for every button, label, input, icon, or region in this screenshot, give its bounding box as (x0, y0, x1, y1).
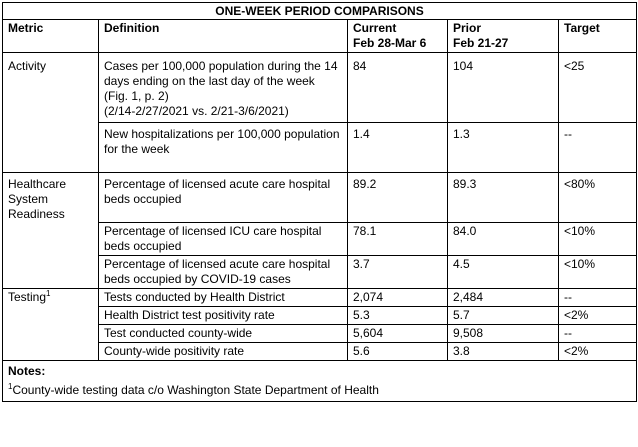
header-prior-range: Feb 21-27 (453, 36, 509, 50)
target-value: -- (557, 122, 638, 173)
table-title: ONE-WEEK PERIOD COMPARISONS (1, 2, 638, 20)
definition-cell: Percentage of licensed ICU care hospital… (98, 222, 348, 256)
header-definition: Definition (98, 19, 348, 53)
current-value: 2,074 (347, 288, 448, 307)
target-value: <80% (557, 172, 638, 223)
target-value: <10% (557, 255, 638, 289)
prior-value: 89.3 (447, 172, 559, 223)
table-row: Percentage of licensed acute care hospit… (3, 255, 638, 289)
current-value: 1.4 (347, 122, 448, 173)
prior-value: 2,484 (447, 288, 559, 307)
header-current-label: Current (353, 21, 397, 35)
definition-cell: Health District test positivity rate (98, 306, 348, 325)
current-value: 89.2 (347, 172, 448, 223)
table-row: Activity Cases per 100,000 population du… (2, 52, 638, 173)
target-value: -- (557, 324, 638, 343)
section-label-activity: Activity (2, 52, 99, 173)
notes-heading: Notes: (8, 364, 46, 378)
notes-row: Notes: 1County-wide testing data c/o Was… (1, 360, 638, 402)
prior-value: 84.0 (447, 222, 559, 256)
current-value: 84 (347, 52, 448, 123)
target-value: -- (557, 288, 638, 307)
target-value: <25 (557, 52, 638, 123)
prior-value: 3.8 (447, 342, 559, 361)
footnote: 1County-wide testing data c/o Washington… (8, 383, 631, 398)
definition-cell: Percentage of licensed acute care hospit… (98, 255, 348, 289)
table-row: Percentage of licensed ICU care hospital… (3, 222, 638, 256)
testing-label: Testing (8, 290, 47, 304)
prior-value: 104 (447, 52, 559, 123)
target-value: <2% (557, 306, 638, 325)
target-value: <10% (557, 222, 638, 256)
footnote-marker: 1 (46, 289, 51, 298)
table-row: Healthcare System Readiness Percentage o… (2, 172, 638, 289)
header-prior-label: Prior (453, 21, 482, 35)
current-value: 3.7 (347, 255, 448, 289)
header-target: Target (557, 19, 638, 53)
table-row: Testing1 Tests conducted by Health Distr… (2, 288, 638, 361)
prior-value: 5.7 (447, 306, 559, 325)
prior-value: 4.5 (447, 255, 559, 289)
table-row: Health District test positivity rate 5.3… (3, 306, 638, 325)
notes-cell: Notes: 1County-wide testing data c/o Was… (1, 360, 638, 402)
definition-note: (2/14-2/27/2021 vs. 2/21-3/6/2021) (104, 104, 289, 118)
footnote-text: County-wide testing data c/o Washington … (12, 383, 379, 397)
header-prior: Prior Feb 21-27 (447, 19, 559, 53)
target-value: <2% (557, 342, 638, 361)
definition-cell: Tests conducted by Health District (98, 288, 348, 307)
table-row: Test conducted county-wide 5,604 9,508 -… (3, 324, 638, 343)
definition-cell: New hospitalizations per 100,000 populat… (98, 122, 348, 173)
header-row: Metric Definition Current Feb 28-Mar 6 P… (2, 19, 638, 53)
section-label-testing: Testing1 (2, 288, 99, 361)
prior-value: 9,508 (447, 324, 559, 343)
definition-cell: County-wide positivity rate (98, 342, 348, 361)
definition-cell: Percentage of licensed acute care hospit… (98, 172, 348, 223)
header-current: Current Feb 28-Mar 6 (347, 19, 448, 53)
section-label-healthcare: Healthcare System Readiness (2, 172, 99, 289)
header-metric: Metric (2, 19, 99, 53)
definition-cell: Cases per 100,000 population during the … (98, 52, 348, 123)
current-value: 78.1 (347, 222, 448, 256)
table-row: County-wide positivity rate 5.6 3.8 <2% (3, 342, 638, 361)
current-value: 5.6 (347, 342, 448, 361)
definition-cell: Test conducted county-wide (98, 324, 348, 343)
footnote-marker: 1 (8, 382, 13, 391)
header-current-range: Feb 28-Mar 6 (353, 36, 427, 50)
comparison-table: ONE-WEEK PERIOD COMPARISONS Metric Defin… (1, 2, 638, 402)
table-row: New hospitalizations per 100,000 populat… (3, 122, 638, 173)
current-value: 5,604 (347, 324, 448, 343)
definition-text: Cases per 100,000 population during the … (104, 59, 338, 103)
title-row: ONE-WEEK PERIOD COMPARISONS (1, 2, 638, 20)
current-value: 5.3 (347, 306, 448, 325)
prior-value: 1.3 (447, 122, 559, 173)
